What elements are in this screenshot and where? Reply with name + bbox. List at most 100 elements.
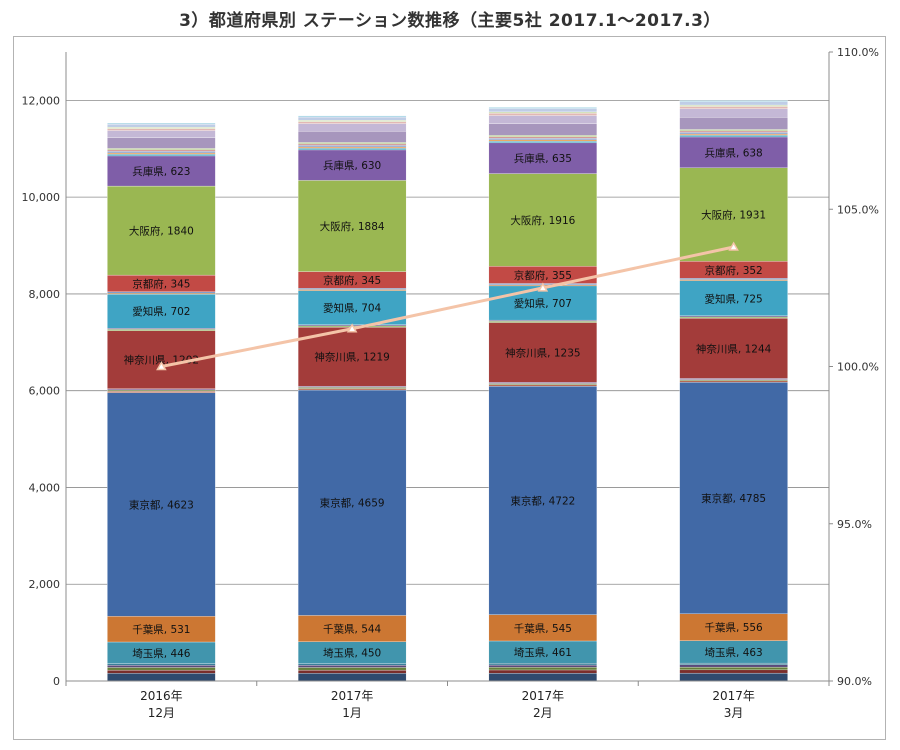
bar-segment xyxy=(488,614,598,642)
bar-segment xyxy=(679,135,788,138)
bar-segment xyxy=(107,152,216,155)
bar-segment xyxy=(107,130,216,138)
x-tick-label: 2月 xyxy=(533,706,553,720)
bar-segment xyxy=(679,278,788,280)
bar-segment xyxy=(107,128,216,131)
bar-segment xyxy=(488,138,598,141)
bar-segment xyxy=(297,116,407,121)
bar-segment xyxy=(107,124,216,128)
data-label: 東京都, 4722 xyxy=(510,494,575,507)
x-tick-label: 3月 xyxy=(724,706,744,720)
bar-segment xyxy=(679,108,788,118)
bar-segment xyxy=(488,123,598,136)
bar-segment xyxy=(488,673,598,682)
bar-segment xyxy=(679,136,788,168)
data-label: 千葉県, 531 xyxy=(132,623,190,636)
bar-segment xyxy=(488,663,598,666)
bar-segment xyxy=(297,143,407,146)
bar-segment xyxy=(107,391,216,393)
bar-segment xyxy=(488,322,598,383)
bar-segment xyxy=(107,663,216,666)
bar-segment xyxy=(679,669,788,674)
bar-segment xyxy=(107,673,216,682)
data-label: 神奈川県, 1219 xyxy=(314,351,389,364)
bar-segment xyxy=(488,384,598,387)
bar-segment xyxy=(488,383,598,385)
ratio-line-marker xyxy=(537,282,549,292)
bar-segment xyxy=(107,148,216,151)
bar-segment xyxy=(488,142,598,174)
bar-segment xyxy=(107,137,216,149)
y-tick-label: 2,000 xyxy=(29,578,61,591)
bar-segment xyxy=(679,379,788,381)
data-label: 埼玉県, 463 xyxy=(705,646,763,659)
bar-segment xyxy=(679,318,788,379)
y-tick-label: 10,000 xyxy=(22,191,61,204)
data-label: 埼玉県, 446 xyxy=(132,647,191,660)
bar-segment xyxy=(107,665,216,668)
bar-segment xyxy=(297,385,407,388)
bar-segment xyxy=(488,319,598,322)
bar-segment xyxy=(297,146,407,149)
bar-segment xyxy=(488,141,598,144)
x-tick-label: 2017年 xyxy=(331,689,374,703)
y2-tick-label: 90.0% xyxy=(837,675,872,688)
data-label: 愛知県, 707 xyxy=(514,297,572,310)
bar-segment xyxy=(488,115,598,124)
bar-segment xyxy=(297,288,407,290)
bar-segment xyxy=(679,106,788,109)
bar-segment xyxy=(488,667,598,671)
bar-segment xyxy=(107,122,216,125)
bar-segment xyxy=(107,126,216,129)
data-label: 京都府, 345 xyxy=(323,274,381,287)
bar-segment xyxy=(679,104,788,107)
bar-segment xyxy=(297,149,407,181)
bar-segment xyxy=(679,315,788,318)
data-label: 兵庫県, 638 xyxy=(705,146,763,159)
bar-segment xyxy=(679,101,788,106)
bar-segment xyxy=(297,148,407,151)
data-label: 兵庫県, 630 xyxy=(323,159,381,172)
bar-segment xyxy=(679,279,788,281)
y-tick-label: 0 xyxy=(53,675,60,688)
bar-segment xyxy=(297,665,407,668)
x-tick-label: 12月 xyxy=(148,706,175,720)
ratio-line-marker xyxy=(156,360,167,371)
data-label: 愛知県, 702 xyxy=(132,305,190,318)
bar-segment xyxy=(107,392,216,617)
data-label: 京都府, 352 xyxy=(705,264,763,277)
data-label: 埼玉県, 461 xyxy=(514,646,572,659)
bar-segment xyxy=(679,382,788,614)
data-label: 兵庫県, 623 xyxy=(132,165,190,178)
data-label: 大阪府, 1884 xyxy=(320,220,385,233)
bar-segment xyxy=(107,388,216,391)
bar-segment xyxy=(297,615,407,642)
bar-segment xyxy=(297,389,407,616)
x-tick-label: 2017年 xyxy=(522,689,565,703)
y-tick-label: 6,000 xyxy=(29,385,61,398)
bar-segment xyxy=(488,136,598,139)
bar-segment xyxy=(107,328,216,330)
data-label: 神奈川県, 1244 xyxy=(696,342,772,355)
bar-segment xyxy=(107,294,216,329)
bar-segment xyxy=(297,667,407,671)
bar-segment xyxy=(297,289,407,291)
bar-segment xyxy=(107,151,216,154)
bar-segment xyxy=(488,107,598,109)
y2-tick-label: 110.0% xyxy=(837,46,879,59)
data-label: 兵庫県, 635 xyxy=(514,152,572,165)
bar-segment xyxy=(679,130,788,133)
bar-segment xyxy=(297,115,407,118)
ratio-line xyxy=(156,241,739,371)
bar-segment xyxy=(679,280,788,316)
data-label: 愛知県, 704 xyxy=(323,302,382,315)
x-tick-label: 2016年 xyxy=(140,689,183,703)
bar-segment xyxy=(297,180,407,272)
bar-segment xyxy=(488,321,598,323)
ratio-line-marker xyxy=(346,323,358,333)
data-label: 京都府, 345 xyxy=(132,277,190,290)
bar-segment xyxy=(297,142,407,145)
bar-segment xyxy=(297,123,407,132)
ratio-line-marker xyxy=(728,241,739,251)
